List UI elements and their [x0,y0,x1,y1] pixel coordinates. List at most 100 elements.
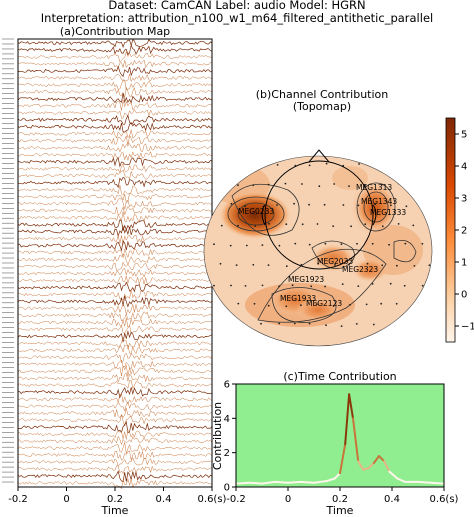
time-contribution-segment [396,477,406,483]
channel-trace [17,134,213,147]
channel-trace [17,65,213,77]
y-tick-label: 2 [224,448,230,459]
time-contribution-segment [326,477,336,482]
channel-trace [17,393,213,405]
time-contribution-segment [367,462,375,470]
channel-trace [17,99,213,111]
channel-trace [17,275,213,286]
channel-trace [17,142,213,153]
time-contribution-segment [261,480,276,485]
topomap-title-line-2: (Topomap) [292,100,352,113]
channel-trace [17,303,213,316]
channel-trace [18,79,213,91]
channel-trace [17,289,213,301]
channel-trace [17,379,213,390]
channel-trace [17,219,213,231]
time-contribution-segment [388,470,399,480]
time-contribution-xlabel: Time [326,504,354,517]
channel-trace [17,414,213,427]
channel-trace [17,372,213,383]
channel-trace [17,73,213,83]
channel-trace [17,311,213,322]
y-tick-label: 4 [224,414,230,425]
time-contribution-segment [333,472,341,480]
time-contribution-segment [383,460,391,473]
channel-trace [18,465,213,475]
channel-trace [17,163,213,174]
time-contribution-segment [300,480,315,484]
channel-trace [17,176,213,189]
channel-trace [17,365,213,377]
channel-trace [17,184,213,196]
channel-trace [17,205,213,216]
time-contribution-segment [417,480,432,484]
contribution-traces [17,38,213,490]
time-contribution-ylabel: Contribution [211,402,224,470]
channel-trace [17,122,213,133]
time-contribution-segment [357,460,365,471]
x-tick-label: 0.4 [384,494,400,505]
time-contribution-segment [378,455,386,463]
channel-trace [17,330,212,343]
time-contribution-x-ticks: -0.2 0 0.2 0.4 0.6(s) [226,487,459,505]
y-tick-label: 0 [224,483,230,494]
channel-trace [17,234,213,245]
channel-trace [17,169,213,180]
time-contribution-segment [287,480,302,484]
channel-trace [17,157,213,168]
channel-trace [17,129,213,139]
x-tick-label: 0.4 [156,494,172,505]
channel-trace [17,359,213,370]
channel-trace [17,261,213,272]
channel-trace [18,420,213,433]
channel-trace [17,435,213,446]
channel-trace [17,450,213,461]
time-contribution-segment [339,443,347,475]
channel-trace [17,338,213,349]
time-contribution-segment [248,481,263,485]
channel-trace [17,470,213,482]
channel-trace [17,352,213,364]
time-contribution-segment [274,480,289,484]
time-contribution-segment [348,393,354,420]
channel-trace [17,344,213,355]
figure-header-line-1: Dataset: CamCAN Label: audio Model: HGRN [108,0,366,12]
channel-trace [17,226,213,238]
x-tick-label: -0.2 [226,494,246,505]
channel-trace [17,386,213,399]
channel-trace [17,281,213,293]
channel-trace [17,108,212,119]
contribution-map-xlabel: Time [101,504,129,517]
channel-trace [17,86,213,98]
channel-trace [17,254,213,266]
topomap-title-line-1: (b)Channel Contribution [255,88,389,101]
channel-trace [17,192,213,203]
time-contribution-y-ticks: 0 2 4 6 [224,380,236,494]
x-tick-label: 0.2 [107,494,123,505]
channel-trace [17,211,213,223]
channel-tick-labels [2,38,14,483]
channel-trace [17,198,213,210]
channel-trace [17,114,213,125]
x-tick-label: 0.6(s) [430,494,459,505]
y-tick-label: 6 [224,380,230,391]
x-tick-label: 0.2 [332,494,348,505]
time-contribution-segment [352,417,360,463]
x-tick-label: 0 [63,494,69,505]
time-contribution-segment [430,481,445,485]
channel-trace [17,151,212,162]
channel-trace [17,295,213,308]
channel-trace [17,268,213,278]
channel-trace [17,429,213,440]
time-contribution-segment [372,455,380,464]
channel-trace [18,248,212,259]
x-tick-label: 0.6(s) [198,494,227,505]
channel-trace [17,50,212,63]
channel-trace [17,324,213,335]
contribution-map-x-ticks: -0.2 0 0.2 0.4 0.6(s) [8,487,227,505]
time-contribution-segment [235,481,250,485]
x-tick-label: -0.2 [8,494,28,505]
channel-trace [17,38,213,49]
